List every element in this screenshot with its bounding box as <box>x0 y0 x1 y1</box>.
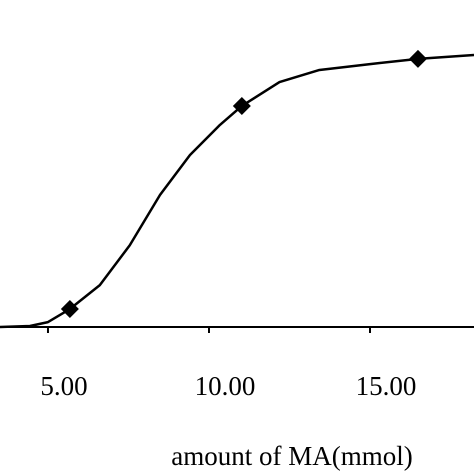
x-tick-label: 10.00 <box>195 371 256 401</box>
x-axis-label: amount of MA(mmol) <box>171 441 412 471</box>
diamond-marker <box>232 96 251 115</box>
curve <box>0 53 474 329</box>
x-tick-label: 5.00 <box>40 371 87 401</box>
diamond-marker <box>408 49 427 68</box>
x-tick-label: 15.00 <box>356 371 417 401</box>
diamond-marker <box>60 300 79 319</box>
